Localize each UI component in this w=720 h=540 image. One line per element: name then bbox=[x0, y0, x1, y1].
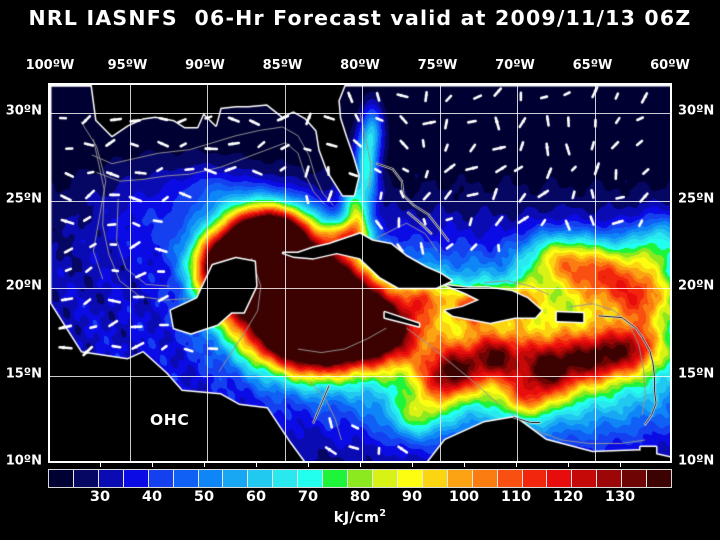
colorbar-swatch bbox=[148, 470, 174, 487]
colorbar-swatch bbox=[123, 470, 149, 487]
lat-tick-label: 25ºN bbox=[678, 191, 715, 207]
colorbar-tick-label: 30 bbox=[89, 489, 111, 505]
colorbar-tick bbox=[256, 462, 257, 467]
colorbar-swatch bbox=[547, 470, 573, 487]
colorbar-tick-labels: 30 40 50 60 70 80 90 100 110 120 130 bbox=[48, 489, 672, 507]
colorbar-swatch bbox=[49, 470, 74, 487]
colorbar-tick bbox=[620, 462, 621, 467]
lon-tick-label: 65ºW bbox=[572, 58, 613, 73]
gridline-meridian bbox=[439, 85, 441, 461]
gridline-meridian bbox=[284, 85, 286, 461]
colorbar-swatch bbox=[597, 470, 623, 487]
lon-tick-label: 100ºW bbox=[25, 58, 75, 73]
colorbar-tick-label: 90 bbox=[401, 489, 423, 505]
colorbar-tick-label: 130 bbox=[604, 489, 636, 505]
map-plot-area[interactable] bbox=[48, 83, 672, 463]
colorbar-swatch bbox=[273, 470, 299, 487]
gridline-meridian bbox=[207, 85, 208, 461]
colorbar-swatch bbox=[298, 470, 324, 487]
lon-tick-label: 75ºW bbox=[417, 58, 458, 73]
colorbar-swatch bbox=[647, 470, 672, 487]
lon-tick-label: 70ºW bbox=[495, 58, 535, 73]
gridline-meridian bbox=[129, 85, 131, 461]
colorbar-swatch bbox=[173, 470, 199, 487]
gridline-meridian bbox=[362, 85, 363, 461]
colorbar-tick-label: 60 bbox=[245, 489, 267, 505]
lat-tick-label: 15ºN bbox=[678, 366, 715, 382]
lon-tick-label: 90ºW bbox=[185, 58, 225, 73]
gridline-parallel bbox=[50, 375, 670, 377]
colorbar-swatch bbox=[98, 470, 124, 487]
lat-tick-label: 25ºN bbox=[5, 191, 42, 207]
gridline-meridian bbox=[517, 85, 518, 461]
colorbar-tick-label: 110 bbox=[500, 489, 532, 505]
colorbar-swatch bbox=[497, 470, 523, 487]
colorbar-tick bbox=[360, 462, 361, 467]
gridline-parallel bbox=[50, 113, 670, 115]
lat-tick-label: 30ºN bbox=[5, 103, 42, 119]
colorbar-swatch bbox=[348, 470, 373, 487]
lon-tick-label: 60ºW bbox=[650, 58, 690, 73]
gridline-parallel bbox=[50, 288, 670, 290]
lat-tick-label: 15ºN bbox=[5, 366, 42, 382]
colorbar-swatch bbox=[323, 470, 349, 487]
lon-tick-label: 95ºW bbox=[107, 58, 148, 73]
colorbar-tick bbox=[308, 462, 309, 467]
colorbar-tick bbox=[516, 462, 517, 467]
colorbar-tick-label: 50 bbox=[193, 489, 215, 505]
colorbar-swatch bbox=[73, 470, 99, 487]
colorbar-tick bbox=[152, 462, 153, 467]
lat-tick-label: 30ºN bbox=[678, 103, 715, 119]
colorbar-tick-label: 100 bbox=[448, 489, 480, 505]
longitude-axis-top: 100ºW 95ºW 90ºW 85ºW 80ºW 75ºW 70ºW 65ºW 60ºW bbox=[26, 58, 690, 74]
colorbar-tick bbox=[464, 462, 465, 467]
ohc-annotation: OHC bbox=[150, 411, 190, 429]
colorbar-swatch bbox=[447, 470, 473, 487]
colorbar-units-exponent: 2 bbox=[379, 508, 387, 519]
colorbar-tick bbox=[412, 462, 413, 467]
gridline-meridian bbox=[594, 85, 596, 461]
colorbar-ticks bbox=[48, 462, 672, 468]
colorbar-swatch bbox=[422, 470, 448, 487]
colorbar-swatch bbox=[198, 470, 224, 487]
colorbar-tick-label: 120 bbox=[552, 489, 584, 505]
colorbar-tick-label: 80 bbox=[349, 489, 371, 505]
colorbar-swatch bbox=[223, 470, 249, 487]
colorbar-tick bbox=[204, 462, 205, 467]
lon-tick-label: 80ºW bbox=[340, 58, 380, 73]
gridline-parallel bbox=[50, 200, 670, 202]
colorbar-swatch bbox=[372, 470, 398, 487]
lat-tick-label: 20ºN bbox=[5, 278, 42, 294]
colorbar-units-text: kJ/cm bbox=[333, 509, 380, 526]
lat-tick-label: 20ºN bbox=[678, 278, 715, 294]
colorbar-swatch bbox=[472, 470, 498, 487]
colorbar-swatch bbox=[522, 470, 548, 487]
lon-tick-label: 85ºW bbox=[262, 58, 303, 73]
colorbar-units-label: kJ/cm2 bbox=[0, 508, 720, 526]
ohc-field-raster bbox=[50, 85, 670, 461]
colorbar[interactable] bbox=[48, 469, 672, 488]
colorbar-swatch bbox=[248, 470, 274, 487]
colorbar-tick bbox=[100, 462, 101, 467]
colorbar-tick-label: 70 bbox=[297, 489, 319, 505]
lat-tick-label: 10ºN bbox=[678, 453, 715, 469]
lat-tick-label: 10ºN bbox=[5, 453, 42, 469]
latitude-axis-left: 30ºN 25ºN 20ºN 15ºN 10ºN bbox=[0, 83, 46, 469]
latitude-axis-right: 30ºN 25ºN 20ºN 15ºN 10ºN bbox=[674, 83, 720, 469]
figure-title: NRL IASNFS 06-Hr Forecast valid at 2009/… bbox=[28, 6, 692, 30]
colorbar-tick-label: 40 bbox=[141, 489, 163, 505]
colorbar-swatch bbox=[397, 470, 423, 487]
colorbar-tick bbox=[568, 462, 569, 467]
colorbar-swatch bbox=[622, 470, 648, 487]
colorbar-swatch bbox=[572, 470, 598, 487]
